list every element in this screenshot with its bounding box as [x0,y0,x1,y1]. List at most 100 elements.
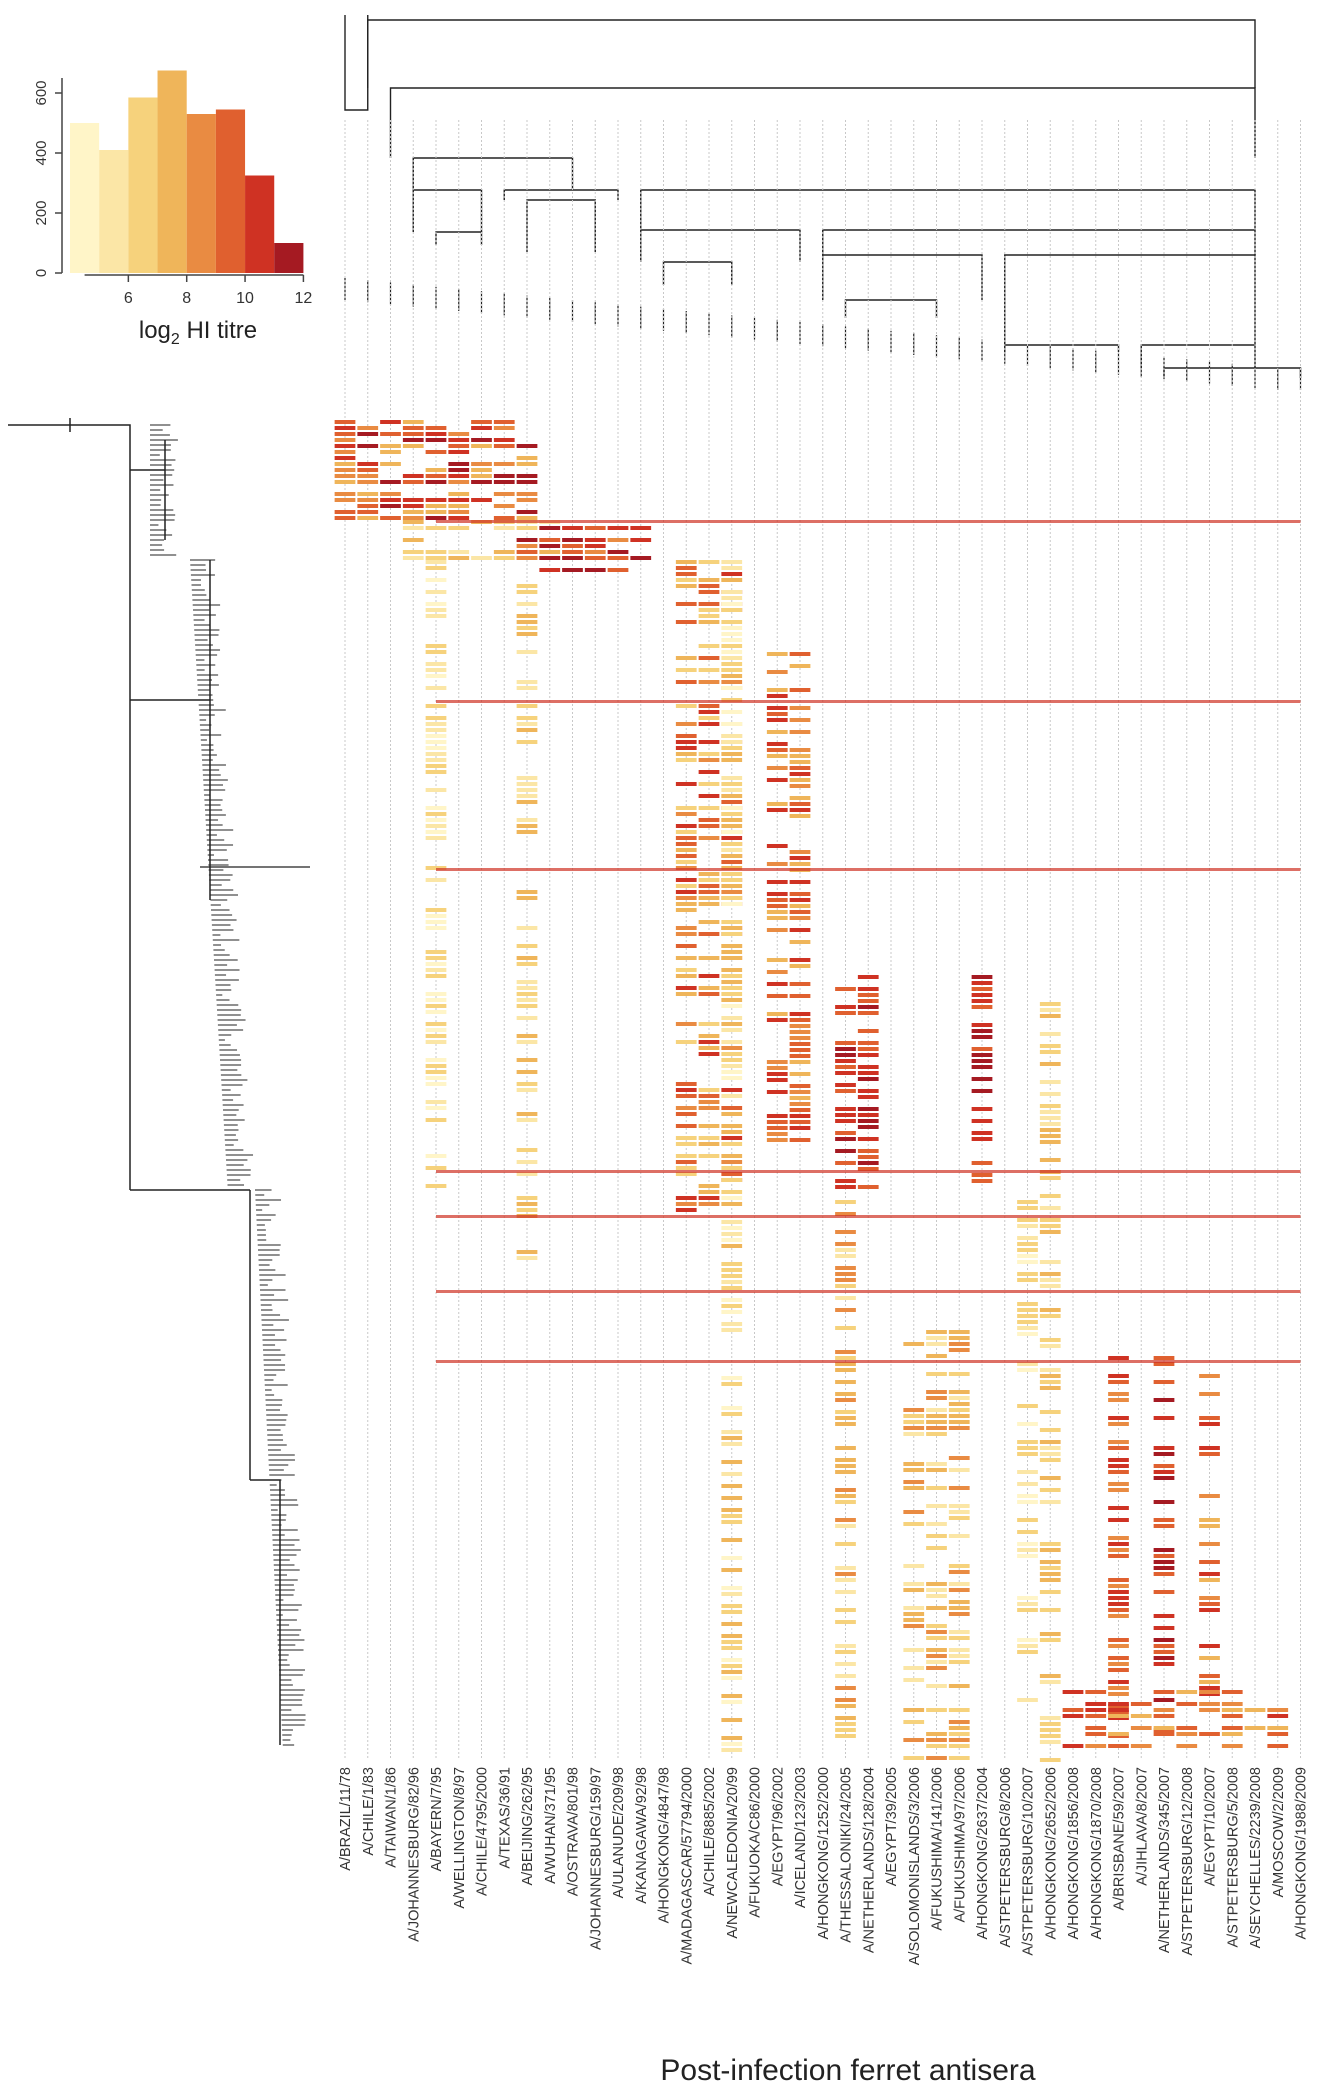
heatmap-cell [1039,1410,1061,1414]
heatmap-cell [721,746,743,750]
heatmap-cell [1176,1744,1198,1748]
heatmap-cell [698,578,720,582]
heatmap-cell [835,1047,856,1051]
heatmap-cell [1199,1542,1220,1546]
heatmap-cell [948,1660,970,1664]
heatmap-cell [1153,1638,1175,1642]
heatmap-cell [698,836,720,840]
heatmap-cell [516,1112,538,1116]
heatmap-cell [1017,1542,1038,1546]
heatmap-cell [425,1100,447,1104]
heatmap-cell [948,1606,970,1610]
heatmap-cell [402,444,424,448]
heatmap-cell [835,1398,856,1402]
heatmap-cell [675,896,697,900]
histogram-bar [70,123,100,273]
heatmap-cell [698,794,720,798]
heatmap-cell [926,1408,947,1412]
heatmap-cell [675,1208,697,1212]
heatmap-cell [1039,1428,1061,1432]
heatmap-cell [698,1040,720,1044]
heatmap-cell [698,1034,720,1038]
heatmap-cell [516,538,538,542]
heatmap-cell [721,662,743,666]
heatmap-cell [698,758,720,762]
heatmap-cell [721,1064,743,1068]
heatmap-cell [1039,1374,1061,1378]
heatmap-cell [516,782,538,786]
heatmap-cell [425,914,447,918]
heatmap-cell [721,668,743,672]
heatmap-cell [425,1028,447,1032]
heatmap-cell [903,1738,925,1742]
heatmap-row-stripe [436,520,1301,523]
heatmap-cell [926,1468,947,1472]
heatmap-cell [425,968,447,972]
heatmap-cell [584,544,606,548]
heatmap-cell [971,1059,993,1063]
heatmap-cell [1108,1608,1129,1612]
heatmap-cell [334,510,356,514]
heatmap-cell [402,526,424,530]
heatmap-cell [789,808,811,812]
heatmap-cell [698,620,720,624]
heatmap-cell [1153,1362,1175,1366]
heatmap-cell [857,1113,879,1117]
heatmap-cell [948,1636,970,1640]
heatmap-cell [1039,1578,1061,1582]
heatmap-cell [926,1354,947,1358]
heatmap-cell [721,1520,743,1524]
antiserum-label: A/ICELAND/123/2003 [793,1767,809,1908]
heatmap-cell [493,444,515,448]
heatmap-cell [948,1336,970,1340]
heatmap-cell [698,1190,720,1194]
heatmap-cell [721,1700,743,1704]
heatmap-cell [675,566,697,570]
heatmap-cell [516,614,538,618]
heatmap-cell [857,1011,879,1015]
heatmap-cell [766,718,788,722]
heatmap-cell [948,1516,970,1520]
heatmap-cell [675,680,697,684]
heatmap-cell [835,1326,856,1330]
heatmap-cell [721,1442,743,1446]
heatmap-cell [380,480,401,484]
heatmap-cell [1153,1560,1175,1564]
heatmap-cell [721,920,743,924]
heatmap-cell [448,468,470,472]
heatmap-cell [1108,1590,1129,1594]
heatmap-cell [948,1408,970,1412]
heatmap-cell [1039,1452,1061,1456]
heatmap-cell [516,944,538,948]
heatmap-cell [835,1464,856,1468]
dendrogram-branch [344,15,369,111]
heatmap-cell [721,1622,743,1626]
heatmap-cell [721,1286,743,1290]
heatmap-cell [903,1678,925,1682]
heatmap-cell [698,1106,720,1110]
heatmap-cell [402,504,424,508]
heatmap-cell [675,1124,697,1128]
heatmap-cell [789,856,811,860]
heatmap-cell [926,1744,947,1748]
heatmap-cell [516,1256,538,1260]
heatmap-cell [835,1470,856,1474]
heatmap-cell [721,602,743,606]
heatmap-cell [766,688,788,692]
heatmap-cell [721,644,743,648]
heatmap-cell [926,1462,947,1466]
heatmap-cell [1153,1714,1175,1718]
heatmap-cell [1199,1452,1220,1456]
heatmap-cell [516,818,538,822]
heatmap-cell [835,1107,856,1111]
heatmap-cell [698,782,720,786]
heatmap-cell [1017,1500,1038,1504]
heatmap-cell [789,760,811,764]
histogram-bar [186,114,216,273]
heatmap-cells [334,420,1301,1762]
heatmap-cell [721,656,743,660]
histogram-x-tick-label: 10 [236,290,254,307]
heatmap-cell [971,975,993,979]
heatmap-cell [857,1029,879,1033]
heatmap-cell [721,1484,743,1488]
